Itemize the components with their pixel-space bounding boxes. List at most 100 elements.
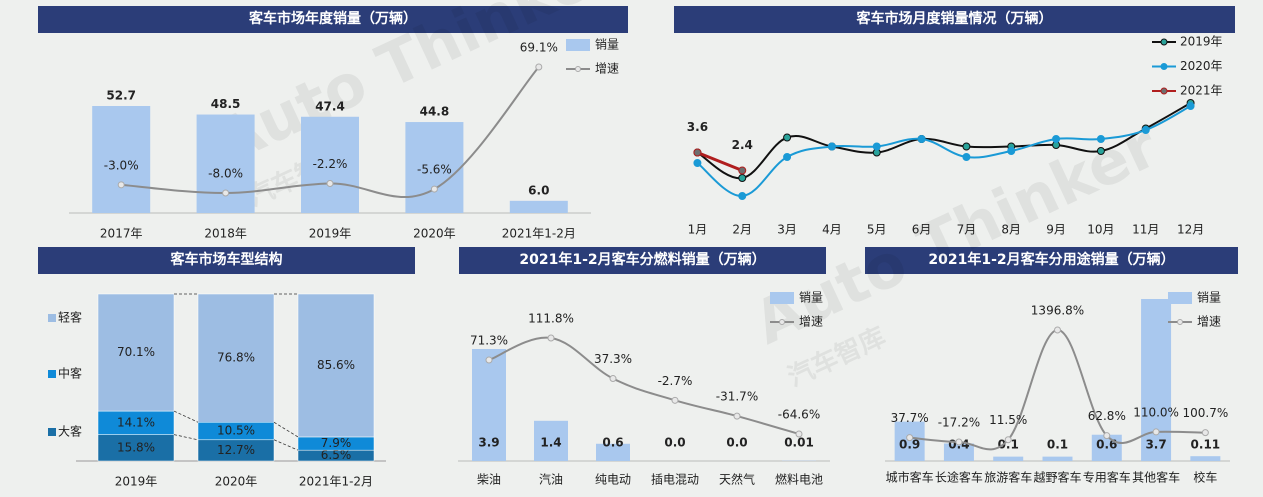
growth-marker bbox=[547, 334, 555, 342]
x-tick-label: 2017年 bbox=[100, 227, 143, 241]
panel-title: 2021年1-2月客车分用途销量（万辆） bbox=[865, 247, 1238, 274]
series-marker bbox=[738, 174, 747, 182]
bar bbox=[92, 106, 151, 213]
bar-label: 48.5 bbox=[211, 97, 241, 111]
series-line bbox=[696, 151, 743, 172]
segment-label: 70.1% bbox=[117, 345, 155, 359]
growth-marker bbox=[609, 375, 617, 383]
x-tick-label: 其他客车 bbox=[1132, 470, 1180, 485]
legend-marker bbox=[1160, 87, 1168, 95]
legend-label: 销量 bbox=[799, 291, 823, 305]
x-tick-label: 10月 bbox=[1087, 223, 1114, 237]
legend-label: 增速 bbox=[595, 62, 619, 76]
x-tick-label: 旅游客车 bbox=[984, 470, 1032, 485]
x-tick-label: 6月 bbox=[912, 223, 932, 237]
legend-marker bbox=[1160, 38, 1168, 46]
series-marker bbox=[783, 153, 792, 161]
bar-label: 3.7 bbox=[1145, 438, 1166, 452]
x-tick-label: 11月 bbox=[1132, 223, 1159, 237]
bar-label: 3.9 bbox=[478, 436, 499, 450]
x-tick-label: 2018年 bbox=[204, 227, 247, 241]
legend-label: 中客 bbox=[58, 366, 82, 381]
series-marker bbox=[693, 159, 702, 167]
x-tick-label: 7月 bbox=[957, 223, 977, 237]
growth-label: 62.8% bbox=[1088, 409, 1126, 423]
growth-marker bbox=[326, 180, 334, 188]
growth-label: 11.5% bbox=[989, 413, 1027, 427]
growth-marker bbox=[795, 430, 803, 438]
bar bbox=[472, 349, 506, 461]
legend-label: 2020年 bbox=[1180, 59, 1223, 73]
legend-label: 销量 bbox=[1197, 291, 1221, 305]
legend-swatch bbox=[48, 370, 56, 378]
growth-marker bbox=[430, 185, 438, 193]
growth-marker bbox=[535, 63, 543, 71]
x-tick-label: 纯电动 bbox=[595, 473, 631, 487]
growth-line bbox=[488, 336, 800, 435]
x-tick-label: 12月 bbox=[1177, 223, 1204, 237]
growth-label: 100.7% bbox=[1182, 406, 1228, 420]
x-tick-label: 城市客车 bbox=[886, 470, 934, 485]
bar-segment bbox=[97, 434, 175, 462]
growth-marker bbox=[485, 356, 493, 364]
x-tick-label: 专用客车 bbox=[1083, 470, 1131, 485]
series-marker bbox=[827, 142, 836, 151]
bar-label: 44.8 bbox=[420, 105, 450, 119]
series-marker bbox=[1186, 102, 1195, 110]
growth-marker bbox=[1152, 428, 1160, 436]
bar-label: 0.0 bbox=[726, 436, 747, 450]
growth-label: -8.0% bbox=[208, 167, 243, 181]
data-label: 3.6 bbox=[687, 120, 708, 134]
series-marker bbox=[872, 142, 881, 151]
growth-label: 110.0% bbox=[1133, 405, 1179, 419]
x-tick-label: 校车 bbox=[1193, 470, 1217, 485]
panel-title: 2021年1-2月客车分燃料销量（万辆） bbox=[459, 247, 826, 274]
growth-label: 69.1% bbox=[520, 41, 558, 55]
x-tick-label: 天然气 bbox=[719, 472, 755, 487]
growth-marker bbox=[955, 438, 963, 446]
x-tick-label: 汽油 bbox=[539, 472, 563, 487]
bar-segment bbox=[297, 293, 375, 438]
growth-label: 37.3% bbox=[594, 352, 632, 366]
bar bbox=[509, 200, 568, 213]
x-tick-label: 3月 bbox=[777, 223, 797, 237]
x-tick-label: 4月 bbox=[822, 223, 842, 237]
legend-swatch bbox=[48, 428, 56, 436]
bar-label: 0.6 bbox=[602, 436, 623, 450]
x-tick-label: 1月 bbox=[688, 223, 708, 237]
growth-marker bbox=[117, 181, 125, 189]
series-marker bbox=[738, 166, 747, 175]
legend-label: 增速 bbox=[1197, 315, 1221, 329]
growth-marker bbox=[906, 434, 914, 442]
growth-marker bbox=[733, 412, 741, 420]
segment-label: 15.8% bbox=[117, 440, 155, 454]
bar-label: 0.11 bbox=[1191, 438, 1221, 452]
x-tick-label: 2020年 bbox=[413, 227, 456, 241]
bar-label: 52.7 bbox=[106, 89, 136, 103]
bar bbox=[534, 420, 568, 461]
bar bbox=[596, 443, 630, 461]
series-marker bbox=[783, 133, 792, 142]
x-tick-label: 9月 bbox=[1046, 223, 1066, 237]
segment-label: 12.7% bbox=[217, 443, 255, 457]
x-tick-label: 插电混动 bbox=[651, 473, 699, 487]
legend-swatch bbox=[48, 314, 56, 322]
bar-label: 0.01 bbox=[784, 436, 814, 450]
series-marker bbox=[1052, 135, 1061, 143]
series-marker bbox=[962, 142, 971, 151]
bar bbox=[943, 443, 974, 461]
x-tick-label: 2月 bbox=[732, 223, 752, 237]
growth-label: 111.8% bbox=[528, 312, 574, 326]
growth-marker bbox=[1201, 429, 1209, 437]
bar-label: 6.0 bbox=[528, 183, 549, 197]
bar bbox=[993, 456, 1024, 461]
bar-label: 0.1 bbox=[998, 438, 1019, 452]
growth-label: -2.2% bbox=[313, 157, 348, 171]
segment-label: 6.5% bbox=[321, 448, 352, 462]
series-marker bbox=[1096, 147, 1105, 155]
series-marker bbox=[1141, 126, 1150, 134]
x-tick-label: 5月 bbox=[867, 223, 887, 237]
series-marker bbox=[917, 135, 926, 143]
